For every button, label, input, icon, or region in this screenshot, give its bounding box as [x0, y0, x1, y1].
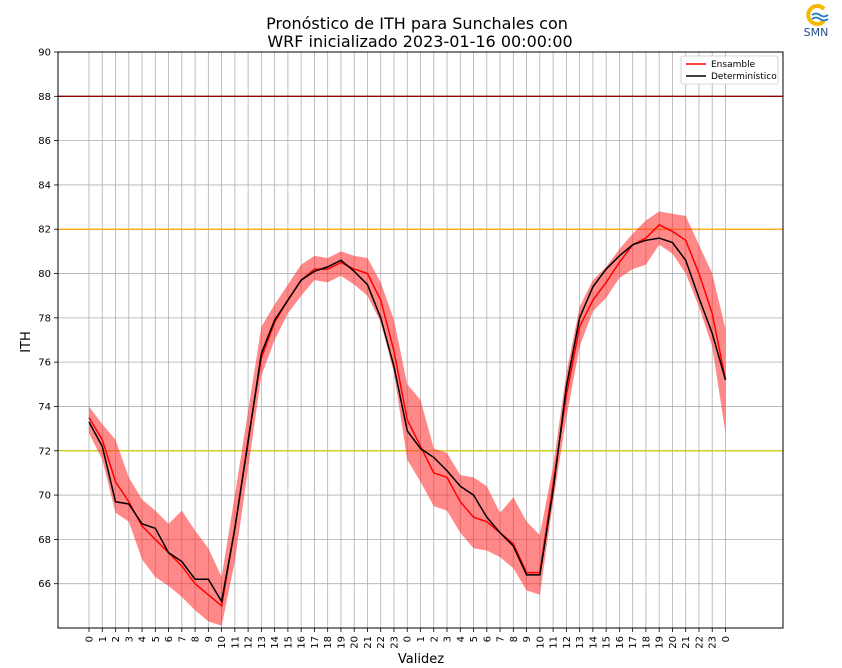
x-tick-label: 0: [85, 636, 96, 642]
series-line-deterministico: [88, 237, 727, 604]
legend-box: [680, 55, 779, 85]
x-tick-label: 12: [244, 636, 255, 649]
y-tick-label: 68: [38, 535, 51, 546]
x-tick-label: 3: [124, 636, 135, 642]
legend-label: Ensamble: [711, 60, 756, 70]
y-tick-label: 86: [38, 136, 51, 147]
y-tick-label: 82: [38, 225, 51, 236]
y-tick-label: 70: [38, 491, 51, 502]
x-tick-label: 0: [403, 636, 414, 642]
x-tick-label: 15: [283, 636, 294, 649]
series-line-ensamble: [88, 223, 727, 608]
x-tick-label: 22: [694, 636, 705, 649]
x-tick-label: 7: [177, 636, 188, 642]
x-tick-label: 20: [350, 636, 361, 649]
x-tick-label: 18: [323, 636, 334, 649]
chart-title-line2: WRF inicializado 2023-01-16 00:00:00: [267, 32, 572, 51]
y-tick-label: 84: [38, 180, 51, 191]
x-tick-label: 19: [655, 636, 666, 649]
logo-wave-2: [811, 16, 829, 22]
x-tick-label: 0: [721, 636, 732, 642]
x-tick-label: 2: [429, 636, 440, 642]
x-axis-ticks: 0 1 2 3 4 5 6 7 8 9 10 11 12 13 14 15 16 17 18 19 20 21 22 23 0 1…: [85, 628, 732, 649]
y-tick-label: 90: [38, 48, 51, 59]
y-axis-label: ITH: [19, 331, 34, 353]
grid: [58, 51, 783, 628]
y-tick-label: 66: [38, 579, 51, 590]
x-tick-label: 7: [496, 636, 507, 642]
logo-wave-1: [811, 12, 829, 18]
x-tick-label: 19: [336, 636, 347, 649]
x-tick-label: 17: [628, 636, 639, 649]
x-tick-label: 6: [482, 636, 493, 642]
x-tick-label: 23: [389, 636, 400, 649]
y-tick-label: 72: [38, 446, 51, 457]
x-tick-label: 16: [297, 636, 308, 649]
series-lines: [88, 223, 727, 608]
x-tick-label: 15: [602, 636, 613, 649]
x-tick-label: 22: [376, 636, 387, 649]
x-axis-label: Validez: [398, 652, 444, 667]
x-tick-label: 9: [522, 636, 533, 642]
x-tick-label: 14: [270, 636, 281, 649]
y-axis-ticks: 66 68 70 72 74 76 78 80 82 84 86 88 90: [38, 48, 58, 590]
x-tick-label: 21: [681, 636, 692, 649]
x-tick-label: 11: [549, 636, 560, 649]
x-tick-label: 17: [310, 636, 321, 649]
x-tick-label: 12: [562, 636, 573, 649]
x-tick-label: 21: [363, 636, 374, 649]
y-tick-label: 78: [38, 313, 51, 324]
x-tick-label: 16: [615, 636, 626, 649]
x-tick-label: 4: [138, 636, 149, 642]
x-tick-label: 11: [230, 636, 241, 649]
x-tick-label: 3: [443, 636, 454, 642]
x-tick-label: 6: [164, 636, 175, 642]
y-tick-label: 76: [38, 358, 51, 369]
x-tick-label: 14: [588, 636, 599, 649]
x-tick-label: 10: [535, 636, 546, 649]
legend-label: Determinístico: [711, 72, 777, 82]
y-tick-label: 88: [38, 92, 51, 103]
x-tick-label: 13: [257, 636, 268, 649]
x-tick-label: 20: [668, 636, 679, 649]
x-tick-label: 23: [708, 636, 719, 649]
x-tick-label: 10: [217, 636, 228, 649]
x-tick-label: 13: [575, 636, 586, 649]
logo-arc: [806, 4, 826, 26]
x-tick-label: 8: [509, 636, 520, 642]
x-tick-label: 8: [191, 636, 202, 642]
x-tick-label: 18: [641, 636, 652, 649]
smn-logo-icon: [806, 4, 829, 26]
x-tick-label: 1: [98, 636, 109, 642]
chart-title-line1: Pronóstico de ITH para Sunchales con: [266, 14, 568, 33]
x-tick-label: 5: [469, 636, 480, 642]
x-tick-label: 1: [416, 636, 427, 642]
smn-logo: SMN: [804, 4, 829, 39]
legend: Ensamble Determinístico: [680, 55, 779, 85]
x-tick-label: 2: [111, 636, 122, 642]
x-tick-label: 4: [456, 636, 467, 642]
y-tick-label: 80: [38, 269, 51, 280]
y-tick-label: 74: [38, 402, 51, 413]
x-tick-label: 9: [204, 636, 215, 642]
x-tick-label: 5: [151, 636, 162, 642]
smn-logo-text: SMN: [804, 26, 829, 39]
